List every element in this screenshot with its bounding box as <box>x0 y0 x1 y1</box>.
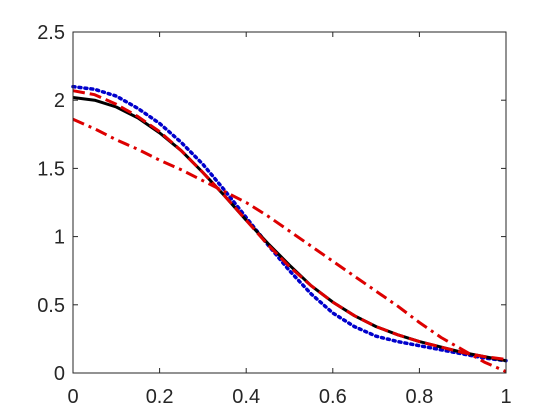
x-tick-label: 0.2 <box>146 386 174 408</box>
y-tick-label: 0 <box>54 363 65 385</box>
series-line-solid <box>72 96 507 363</box>
x-tick-label: 0.4 <box>232 386 260 408</box>
axis-layer: 0 0.2 0.4 0.6 0.8 1 0 0.5 1 1.5 2 2.5 <box>37 22 511 408</box>
x-tick-label: 0.6 <box>319 386 347 408</box>
plot-frame <box>72 31 507 374</box>
series-line-dotted <box>71 84 508 363</box>
x-tick-label: 1 <box>500 386 511 408</box>
x-tick-label: 0.8 <box>405 386 433 408</box>
series-line-dashdot <box>72 117 507 373</box>
series-layer <box>71 84 508 373</box>
y-tick-label: 0.5 <box>37 295 65 317</box>
y-tick-label: 1.5 <box>37 158 65 180</box>
x-tick-label: 0 <box>67 386 78 408</box>
y-tick-label: 1 <box>54 227 65 249</box>
y-tick-label: 2 <box>54 90 65 112</box>
y-tick-label: 2.5 <box>37 22 65 44</box>
series-line-dashed <box>72 89 507 361</box>
